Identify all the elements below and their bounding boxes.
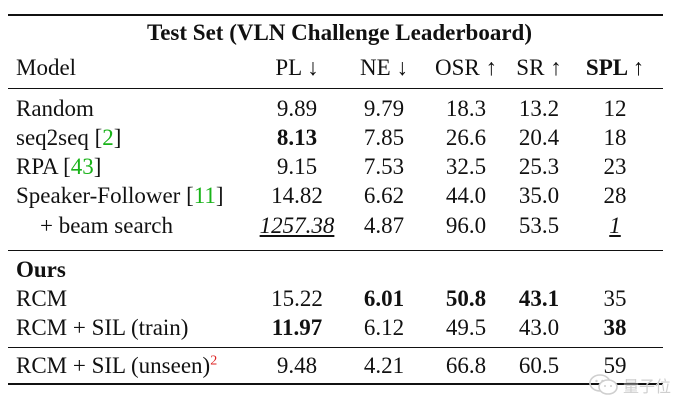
header-row: Model PL ↓ NE ↓ OSR ↑ SR ↑ SPL ↑ (0, 54, 679, 82)
header-pl: PL ↓ (275, 55, 319, 80)
sr-value: 43.1 (518, 286, 560, 311)
ne-value: 7.53 (363, 154, 405, 179)
table-row: RCM + SIL (train) 11.97 6.12 49.5 43.0 3… (0, 314, 679, 342)
pl-value: 9.89 (276, 96, 318, 121)
spl-value: 1 (609, 213, 621, 238)
osr-value: 50.8 (445, 286, 487, 311)
sr-value: 25.3 (518, 154, 560, 179)
header-osr: OSR ↑ (435, 55, 497, 80)
watermark: 量子位 (589, 368, 671, 402)
sr-value: 53.5 (518, 213, 560, 238)
model-name: + beam search (40, 213, 174, 238)
osr-value: 96.0 (445, 213, 487, 238)
osr-value: 26.6 (445, 125, 487, 150)
model-name: seq2seq (16, 125, 89, 150)
pl-value: 9.48 (276, 353, 318, 378)
header-rule (8, 88, 663, 89)
header-spl: SPL ↑ (585, 55, 645, 80)
sr-value: 35.0 (518, 183, 560, 208)
sr-value: 13.2 (518, 96, 560, 121)
model-name: RCM + SIL (train) (16, 315, 189, 340)
ne-value: 7.85 (363, 125, 405, 150)
header-sr: SR ↑ (516, 55, 562, 80)
header-ne: NE ↓ (360, 55, 408, 80)
model-name: RPA (16, 154, 58, 179)
pl-value: 9.15 (276, 154, 318, 179)
sr-value: 60.5 (518, 353, 560, 378)
pl-value: 14.82 (271, 183, 323, 208)
osr-value: 44.0 (445, 183, 487, 208)
model-name: Random (16, 96, 94, 121)
ne-value: 9.79 (363, 96, 405, 121)
model-cell: RCM + SIL (unseen)2 (16, 352, 217, 380)
ne-value: 4.87 (363, 213, 405, 238)
model-cell: seq2seq [2] (16, 125, 122, 150)
citation-link[interactable]: 2 (102, 125, 114, 150)
pl-value: 11.97 (271, 315, 323, 340)
ne-value: 4.21 (363, 353, 405, 378)
spl-value: 38 (603, 315, 627, 340)
table-row: Random 9.89 9.79 18.3 13.2 12 (0, 95, 679, 123)
pl-value: 15.22 (271, 286, 323, 311)
spl-value: 59 (603, 353, 627, 378)
spl-value: 35 (603, 286, 627, 311)
ne-value: 6.62 (363, 183, 405, 208)
section-header-row: Ours (0, 256, 679, 284)
citation-link[interactable]: 43 (70, 154, 94, 179)
table-row: RPA [43] 9.15 7.53 32.5 25.3 23 (0, 153, 679, 181)
ne-value: 6.01 (363, 286, 405, 311)
model-cell: RPA [43] (16, 154, 102, 179)
bottom-rule (8, 383, 663, 385)
pl-value: 8.13 (276, 125, 318, 150)
sr-value: 43.0 (518, 315, 560, 340)
model-name: Speaker-Follower (16, 183, 181, 208)
sr-value: 20.4 (518, 125, 560, 150)
ne-value: 6.12 (363, 315, 405, 340)
model-name: RCM (16, 286, 68, 311)
pl-value-cell: 1257.38 (252, 212, 342, 240)
osr-value: 32.5 (445, 154, 487, 179)
unseen-rule (8, 347, 663, 348)
table-row: + beam search 1257.38 4.87 96.0 53.5 1 (0, 212, 679, 240)
spl-value: 18 (603, 125, 627, 150)
spl-value: 12 (603, 96, 627, 121)
model-name: RCM + SIL (unseen) (16, 353, 211, 378)
table-title: Test Set (VLN Challenge Leaderboard) (146, 20, 533, 45)
section-rule (8, 250, 663, 251)
top-rule (8, 14, 663, 16)
watermark-text: 量子位 (622, 377, 671, 396)
pl-value: 1257.38 (259, 213, 335, 238)
table-row: Speaker-Follower [11] 14.82 6.62 44.0 35… (0, 182, 679, 210)
spl-value: 28 (603, 183, 627, 208)
osr-value: 18.3 (445, 96, 487, 121)
spl-value-cell: 1 (572, 212, 658, 240)
table-row: RCM + SIL (unseen)2 9.48 4.21 66.8 60.5 … (0, 352, 679, 380)
spl-value: 23 (603, 154, 627, 179)
wechat-logo-icon (589, 374, 618, 395)
table-row: seq2seq [2] 8.13 7.85 26.6 20.4 18 (0, 124, 679, 152)
osr-value: 66.8 (445, 353, 487, 378)
model-cell: Speaker-Follower [11] (16, 183, 224, 208)
header-model: Model (16, 55, 77, 80)
footnote-marker[interactable]: 2 (210, 353, 218, 369)
citation-link[interactable]: 11 (193, 183, 216, 208)
section-label-ours: Ours (16, 257, 66, 282)
osr-value: 49.5 (445, 315, 487, 340)
table-row: RCM 15.22 6.01 50.8 43.1 35 (0, 285, 679, 313)
